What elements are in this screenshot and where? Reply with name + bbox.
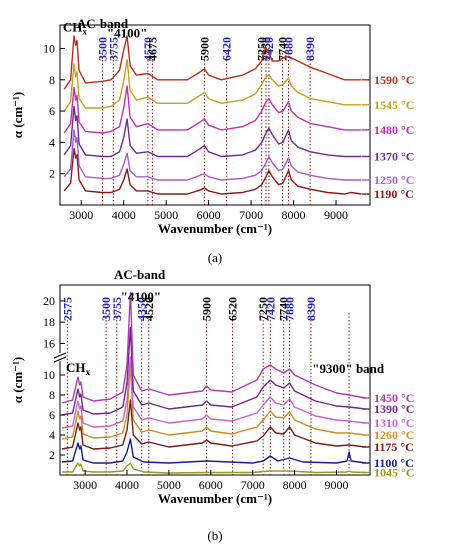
series-label-6: 1450 °C [374,391,414,405]
y-tick-label: 6 [49,104,55,118]
marker-label-7250: 7250 [256,297,270,321]
y-tick-label: 4 [49,135,55,149]
marker-label-8390: 8390 [304,297,318,321]
axis-break-mark [53,356,67,363]
marker-label-7420: 7420 [263,297,277,321]
marker-label-7740: 7740 [276,37,290,61]
series-label-1: 1100 °C [374,456,414,470]
x-tick-label: 8000 [282,208,306,222]
x-tick-label: 6000 [197,208,221,222]
series-line-0 [62,462,366,474]
x-tick-label: 4000 [115,478,139,492]
annotation-1: AC-band [77,16,129,31]
x-tick-label: 9000 [324,208,348,222]
marker-label-6520: 6520 [226,297,240,321]
marker-label-7420: 7420 [262,37,276,61]
y-tick-label: 2 [49,167,55,181]
series-label-4: 1545 °C [374,98,414,112]
plot-frame [59,24,371,206]
marker-label-2575: 2575 [60,297,74,321]
series-line-2 [61,399,366,450]
series-line-4 [63,58,362,112]
annotation-subscript: x [82,26,87,36]
y-tick-label: 6 [49,408,55,422]
series-label-5: 1590 °C [374,73,414,87]
x-tick-label: 5000 [157,478,181,492]
annotation-2: "4100" [107,26,147,41]
series-label-1: 1250 °C [374,173,414,187]
marker-label-4570: 4570 [141,37,155,61]
annotation-subscript: x [86,367,91,377]
series-line-2 [63,105,362,158]
y-tick-label: 16 [43,336,55,350]
plot-frame [59,284,371,476]
axis-break-mark [53,352,67,359]
series-line-6 [61,291,366,404]
y-tick-label: 18 [43,315,55,329]
series-label-3: 1260 °C [374,428,414,442]
marker-label-3500: 3500 [99,297,113,321]
marker-label-7880: 7880 [283,297,297,321]
series-label-5: 1390 °C [374,402,414,416]
x-tick-label: 4000 [112,208,136,222]
marker-label-6420: 6420 [219,37,233,61]
series-line-5 [61,326,366,416]
x-tick-label: 5000 [154,208,178,222]
marker-label-4520: 4520 [142,297,156,321]
x-tick-label: 8000 [283,478,307,492]
series-line-3 [63,85,362,134]
series-label-2: 1175 °C [374,440,414,454]
annotation-0: AC-band [114,267,166,282]
marker-label-3500: 3500 [95,37,109,61]
annotation-1: "4100" [121,289,161,304]
y-tick-label: 10 [43,368,55,382]
x-axis-label: Wavenumber (cm⁻¹) [158,221,272,236]
x-tick-label: 9000 [324,478,348,492]
y-tick-label: 4 [49,428,55,442]
series-line-5 [63,35,362,90]
marker-label-7250: 7250 [255,37,269,61]
marker-label-3755: 3755 [106,37,120,61]
annotation-0: CHx [63,19,88,36]
marker-label-4350: 4350 [135,297,149,321]
series-line-0 [63,147,362,195]
x-tick-label: 7000 [241,478,265,492]
marker-label-7880: 7880 [281,37,295,61]
marker-label-4675: 4675 [145,37,159,61]
series-label-2: 1370 °C [374,149,414,163]
series-line-3 [61,364,366,440]
y-tick-label: 8 [49,73,55,87]
marker-label-5900: 5900 [200,297,214,321]
x-tick-label: 3000 [73,478,97,492]
x-tick-label: 6000 [199,478,223,492]
y-tick-label: 20 [43,294,55,308]
series-line-1 [62,438,366,464]
annotation-2: CHx [66,360,91,377]
y-axis-label: α (cm⁻¹) [10,92,25,139]
x-tick-label: 3000 [69,208,93,222]
marker-label-7740: 7740 [277,297,291,321]
panel-caption: (a) [208,250,222,265]
x-tick-label: 7000 [239,208,263,222]
y-tick-label: 10 [43,41,55,55]
marker-label-8390: 8390 [303,37,317,61]
series-line-4 [61,356,366,429]
marker-label-5900: 5900 [197,37,211,61]
panel-caption: (b) [207,528,222,543]
series-label-0: 1045 °C [374,466,414,480]
y-tick-label: 8 [49,388,55,402]
marker-label-3755: 3755 [110,297,124,321]
series-label-3: 1480 °C [374,123,414,137]
series-label-0: 1190 °C [374,187,414,201]
series-line-1 [63,129,362,181]
x-axis-label: Wavenumber (cm⁻¹) [158,491,272,506]
y-axis-label: α (cm⁻¹) [10,357,25,404]
annotation-3: "9300" band [312,361,385,376]
series-label-4: 1310 °C [374,416,414,430]
y-tick-label: 2 [49,448,55,462]
axis-break-gap [56,353,65,361]
